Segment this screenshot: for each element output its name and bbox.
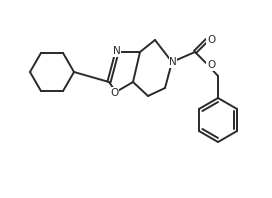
Text: N: N (169, 57, 177, 67)
Text: O: O (207, 60, 215, 70)
Text: O: O (207, 35, 215, 45)
Text: N: N (113, 46, 121, 56)
Text: O: O (110, 88, 118, 98)
